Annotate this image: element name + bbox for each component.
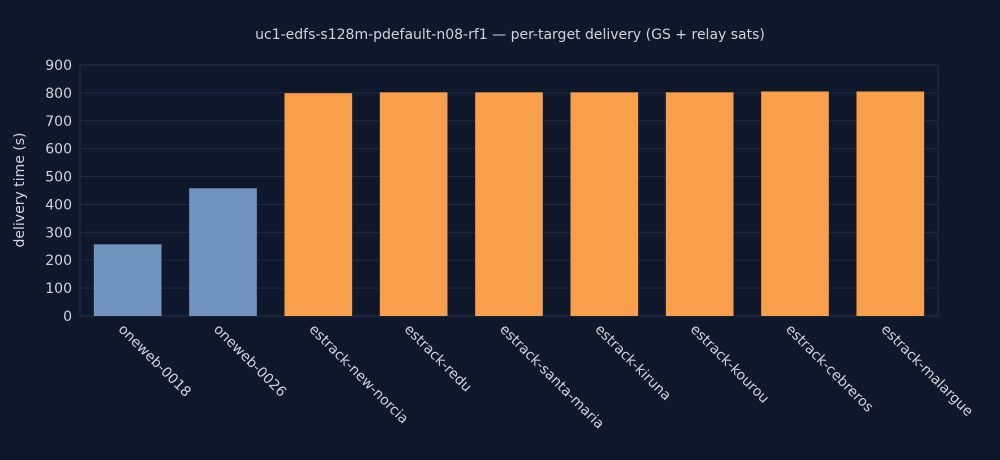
- bar-estrack-kourou[interactable]: [665, 92, 734, 316]
- y-axis-ticks: 0 100 200 300 400 500 600 700 800 900: [45, 58, 72, 325]
- x-tick-label: oneweb-0018: [115, 322, 194, 401]
- x-tick-label: oneweb-0026: [210, 322, 289, 401]
- bar-estrack-new-norcia[interactable]: [284, 93, 353, 316]
- bar-estrack-cebreros[interactable]: [761, 91, 829, 316]
- y-tick-label: 300: [45, 225, 72, 241]
- y-tick-label: 200: [45, 253, 72, 269]
- x-tick-label: estrack-kiruna: [592, 322, 674, 404]
- y-tick-label: 500: [45, 170, 72, 186]
- x-tick-label: estrack-new-norcia: [306, 322, 412, 428]
- chart-title: uc1-edfs-s128m-pdefault-n08-rf1 — per-ta…: [255, 27, 765, 43]
- bar-estrack-redu[interactable]: [379, 92, 448, 316]
- x-tick-label: estrack-kourou: [687, 322, 772, 407]
- y-tick-label: 900: [45, 58, 72, 74]
- bar-estrack-santa-maria[interactable]: [475, 92, 543, 316]
- y-tick-label: 100: [45, 281, 72, 297]
- x-axis-ticks: oneweb-0018 oneweb-0026 estrack-new-norcia…: [115, 322, 976, 433]
- x-tick-label: estrack-redu: [401, 322, 475, 396]
- bar-estrack-kiruna[interactable]: [570, 92, 639, 316]
- bar-oneweb-0018[interactable]: [93, 244, 162, 316]
- y-tick-label: 800: [45, 86, 72, 102]
- y-tick-label: 400: [45, 197, 72, 213]
- x-tick-label: estrack-santa-maria: [496, 322, 607, 433]
- y-tick-label: 0: [63, 309, 72, 325]
- y-axis-label: delivery time (s): [12, 133, 28, 248]
- bar-oneweb-0026[interactable]: [189, 188, 257, 316]
- bar-estrack-malargue[interactable]: [856, 91, 925, 316]
- y-tick-label: 600: [45, 142, 72, 158]
- x-tick-label: estrack-cebreros: [782, 322, 876, 416]
- x-tick-label: estrack-malargue: [878, 322, 976, 420]
- y-tick-label: 700: [45, 114, 72, 130]
- bars: [93, 91, 925, 316]
